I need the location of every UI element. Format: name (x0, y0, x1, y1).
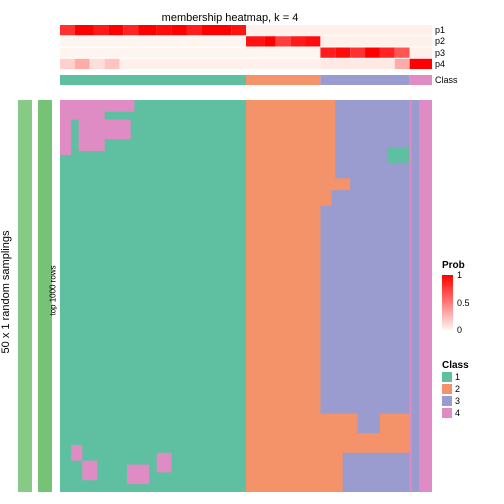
heatmap-svg (0, 0, 504, 504)
class-label: Class (435, 75, 458, 85)
class-legend-label: 1 (455, 372, 460, 382)
class-legend-label: 2 (455, 384, 460, 394)
class-legend-item: 2 (442, 383, 469, 395)
sampling-axis-label: 50 x 1 random samplings (0, 192, 12, 392)
class-swatch (442, 384, 452, 394)
class-swatch (442, 396, 452, 406)
class-legend: Class1 2 3 4 (442, 360, 469, 419)
class-legend-item: 4 (442, 407, 469, 419)
p-label: p1 (435, 25, 445, 35)
class-swatch (442, 408, 452, 418)
prob-gradient: 10.50 (442, 275, 453, 330)
class-legend-item: 3 (442, 395, 469, 407)
prob-tick: 0.5 (457, 298, 470, 308)
class-swatch (442, 372, 452, 382)
heatmap-figure: membership heatmap, k = 4 50 x 1 random … (0, 0, 504, 504)
p-label: p2 (435, 36, 445, 46)
p-label: p4 (435, 59, 445, 69)
class-legend-item: 1 (442, 371, 469, 383)
rows-axis-label: top 1000 rows (49, 191, 58, 391)
class-legend-title: Class (442, 360, 469, 371)
p-label: p3 (435, 48, 445, 58)
prob-legend: Prob10.50 (442, 260, 465, 335)
class-legend-label: 3 (455, 396, 460, 406)
prob-tick: 0 (457, 325, 462, 335)
class-legend-label: 4 (455, 408, 460, 418)
prob-tick: 1 (457, 270, 462, 280)
chart-title: membership heatmap, k = 4 (110, 12, 350, 24)
